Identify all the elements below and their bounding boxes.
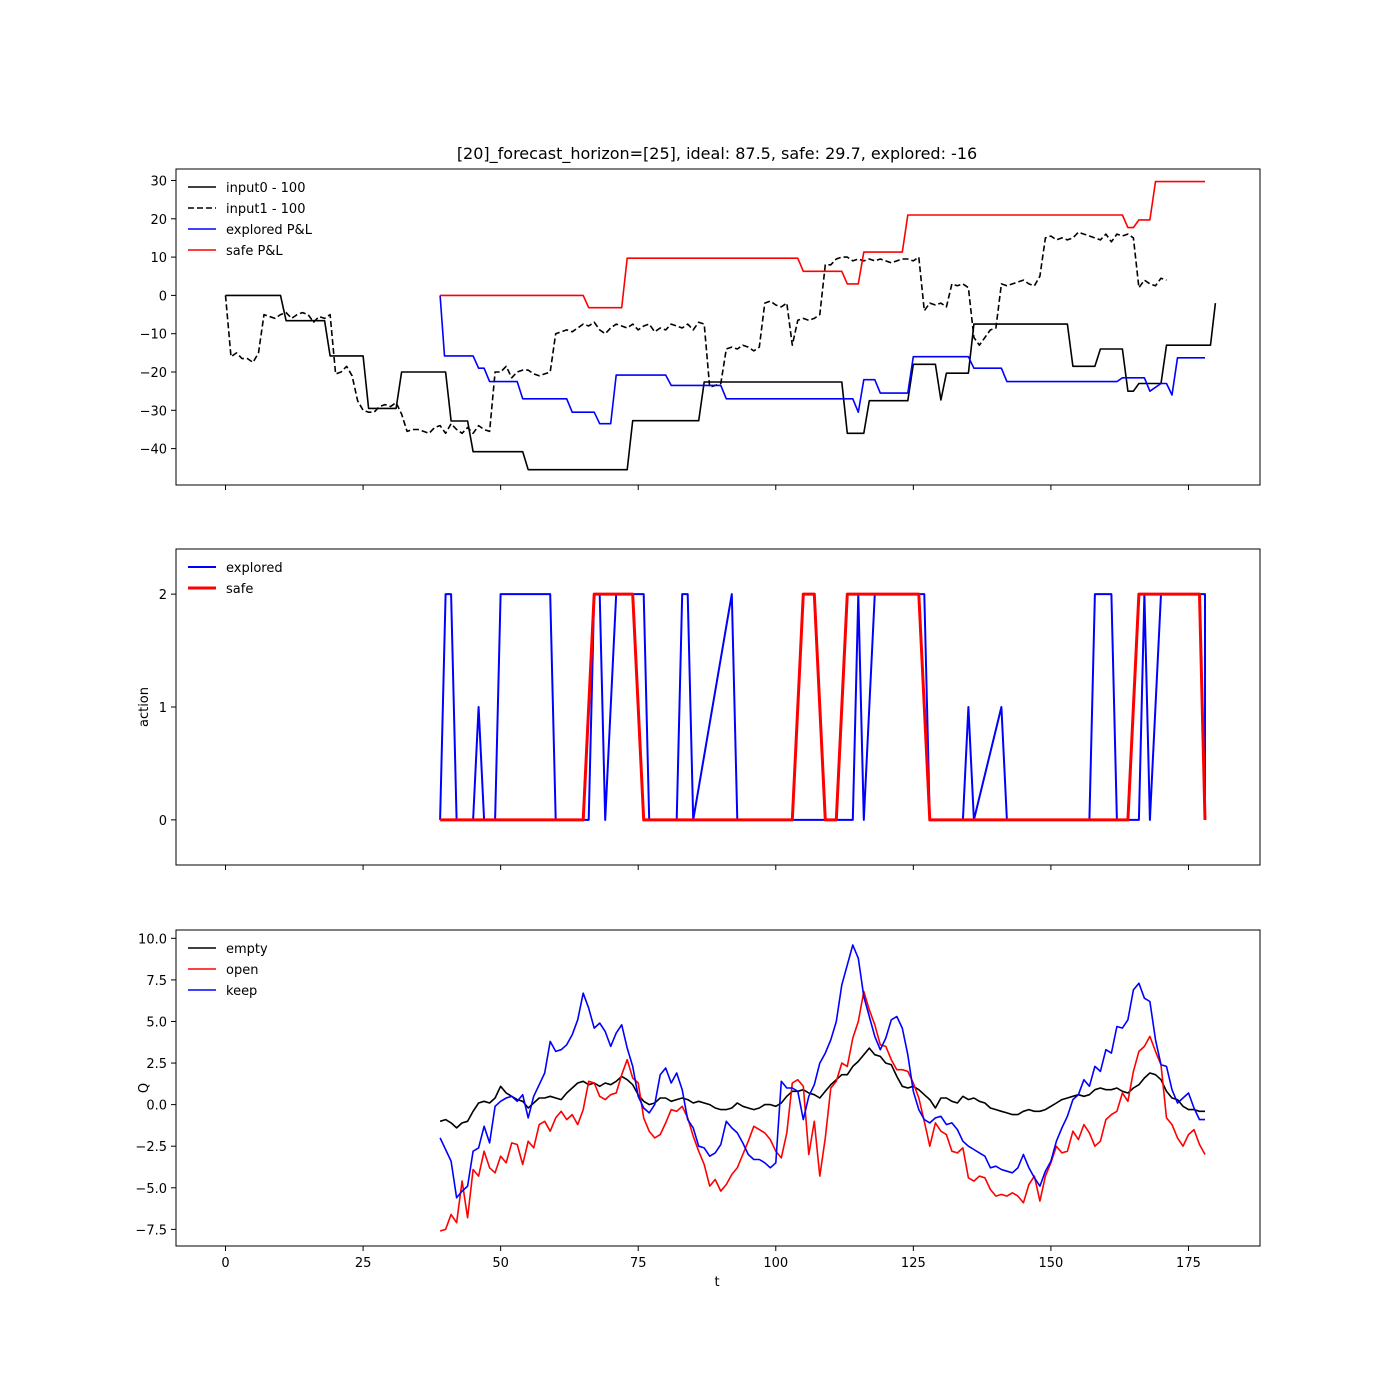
bottom-panel-q: 0 25 50 75 100 125 150 175 −7.5 −5.0 −2.5 0.0 2.5 5.0… (135, 929, 1261, 1290)
legend-label-explored-p-l: explored P&L (226, 223, 313, 238)
x-tick-label: 100 (763, 1256, 788, 1271)
x-tick-label: 125 (901, 1256, 926, 1271)
x-tick-label: 25 (355, 1256, 372, 1271)
x-tick-label: 175 (1176, 1256, 1201, 1271)
x-tick-label: 150 (1038, 1256, 1063, 1271)
y-tick-label: −5.0 (135, 1182, 167, 1197)
series-line-empty (439, 1047, 1205, 1129)
series-line-explored-p-l (439, 295, 1205, 425)
plot-frame (175, 168, 1261, 486)
y-axis-label: action (137, 687, 152, 727)
y-tick-label: 0.0 (146, 1099, 167, 1114)
y-tick-label: −20 (140, 366, 167, 381)
legend-label-open: open (226, 963, 258, 978)
legend: input0 - 100 input1 - 100 explored P&L safe… (188, 181, 313, 259)
plot-frame (175, 929, 1261, 1247)
top-panel-pnl: −40 −30 −20 −10 0 10 20 30 input0 - 100 input1 - … (140, 168, 1261, 490)
series-line-safe (440, 592, 1207, 822)
legend-label-explored: explored (226, 561, 283, 576)
legend: explored safe (188, 561, 283, 597)
y-tick-label: 1 (159, 701, 167, 716)
legend-label-safe: safe (226, 582, 253, 597)
series-line-explored (439, 593, 1206, 821)
series-line-input0-100 (225, 294, 1217, 471)
y-tick-label: −2.5 (135, 1140, 167, 1155)
series-line-input1-100 (224, 231, 1167, 435)
y-tick-label: −30 (140, 404, 167, 419)
y-tick-label: −40 (140, 443, 167, 458)
y-tick-label: 7.5 (146, 974, 167, 989)
x-axis-label: t (714, 1275, 719, 1290)
legend-label-keep: keep (226, 984, 257, 999)
y-tick-label: 10 (150, 251, 167, 266)
legend-label-input1-100: input1 - 100 (226, 202, 305, 217)
legend-label-input0-100: input0 - 100 (226, 181, 305, 196)
legend-label-empty: empty (226, 942, 268, 957)
legend-label-safe-p-l: safe P&L (226, 244, 283, 259)
y-tick-label: 2 (159, 588, 167, 603)
series-line-open (439, 990, 1206, 1232)
middle-panel-action: 0 1 2 explored safe action (137, 548, 1261, 870)
y-tick-label: 20 (150, 213, 167, 228)
series-line-keep (439, 944, 1205, 1199)
y-tick-label: 2.5 (146, 1057, 167, 1072)
y-tick-label: 0 (159, 289, 167, 304)
x-tick-label: 0 (221, 1256, 229, 1271)
legend: empty open keep (188, 942, 268, 999)
x-tick-label: 75 (630, 1256, 647, 1271)
y-tick-label: 5.0 (146, 1015, 167, 1030)
chart-title: [20]_forecast_horizon=[25], ideal: 87.5,… (457, 144, 977, 164)
y-tick-label: 0 (159, 814, 167, 829)
y-tick-label: 30 (150, 174, 167, 189)
y-axis-label: Q (137, 1083, 152, 1093)
y-tick-label: 10.0 (138, 932, 167, 947)
y-tick-label: −10 (140, 328, 167, 343)
series-line-safe-p-l (440, 180, 1205, 309)
plot-frame (175, 548, 1261, 866)
x-tick-label: 50 (492, 1256, 509, 1271)
y-tick-label: −7.5 (135, 1223, 167, 1238)
